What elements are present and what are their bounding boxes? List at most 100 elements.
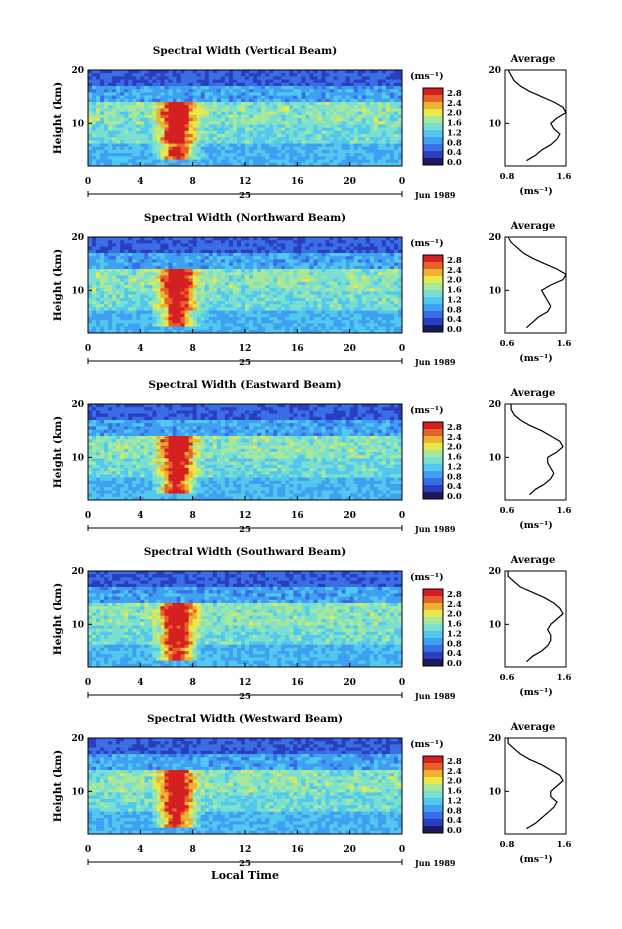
panel-title: Spectral Width (Southward Beam)	[144, 546, 346, 558]
colorbar-tick-label: 1.6	[447, 119, 462, 129]
colorbar-tick-label: 1.2	[447, 295, 462, 305]
x-tick-label: 0	[85, 845, 91, 855]
x-tick-label: 12	[239, 344, 252, 354]
day-label: 25	[239, 859, 251, 869]
colorbar-swatch	[423, 109, 443, 117]
colorbar-swatch	[423, 763, 443, 771]
colorbar-tick-label: 1.6	[447, 787, 462, 797]
colorbar-swatch	[423, 471, 443, 479]
colorbar-swatch	[423, 276, 443, 284]
y-axis-label: Height (km)	[52, 249, 64, 321]
colorbar-tick-label: 2.8	[447, 423, 462, 433]
average-frame	[504, 69, 567, 167]
x-tick-label: 8	[190, 511, 196, 521]
average-y-tick-label: 10	[488, 119, 501, 129]
average-y-tick-label: 10	[488, 620, 501, 630]
average-title: Average	[510, 221, 556, 232]
colorbar-swatch	[423, 610, 443, 618]
average-y-tick-label: 10	[488, 453, 501, 463]
colorbar-tick-label: 2.8	[447, 757, 462, 767]
colorbar-swatch	[423, 123, 443, 131]
colorbar-unit: (ms⁻¹)	[410, 405, 444, 416]
average-x-tick-label: 1.6	[557, 673, 572, 683]
average-y-tick-label: 20	[488, 734, 501, 744]
average-frame	[504, 570, 567, 668]
colorbar-swatch	[423, 450, 443, 458]
colorbar-frame	[422, 755, 444, 834]
x-axis-label-local-time: Local Time	[211, 869, 279, 882]
average-x-label: (ms⁻¹)	[519, 353, 553, 364]
colorbar-swatch	[423, 144, 443, 152]
date-label: Jun 1989	[414, 524, 456, 534]
colorbar-tick-label: 0.8	[447, 472, 462, 482]
x-tick-label: 16	[291, 845, 304, 855]
colorbar-unit: (ms⁻¹)	[410, 238, 444, 249]
average-x-label: (ms⁻¹)	[519, 520, 553, 531]
x-tick-label: 20	[343, 511, 356, 521]
colorbar-swatch	[423, 297, 443, 305]
colorbar-swatch	[423, 492, 443, 500]
colorbar-unit: (ms⁻¹)	[410, 739, 444, 750]
colorbar-swatch	[423, 436, 443, 444]
colorbar-swatch	[423, 422, 443, 430]
colorbar-swatch	[423, 95, 443, 103]
average-x-label: (ms⁻¹)	[519, 186, 553, 197]
colorbar-tick-label: 0.4	[447, 816, 462, 826]
colorbar-swatch	[423, 624, 443, 632]
x-tick-label: 0	[85, 344, 91, 354]
colorbar-tick-label: 0.4	[447, 649, 462, 659]
colorbar-tick-label: 0.0	[447, 158, 462, 168]
y-tick-label: 10	[71, 286, 84, 296]
colorbar-tick-label: 2.8	[447, 256, 462, 266]
x-tick-label: 0	[85, 511, 91, 521]
x-tick-label: 0	[85, 177, 91, 187]
colorbar-tick-label: 2.4	[447, 600, 462, 610]
average-frame	[504, 737, 567, 835]
colorbar-swatch	[423, 311, 443, 319]
colorbar-tick-label: 1.2	[447, 629, 462, 639]
heatmap	[88, 237, 402, 333]
colorbar-swatch	[423, 137, 443, 145]
y-tick-label: 10	[71, 620, 84, 630]
x-tick-label: 12	[239, 511, 252, 521]
x-tick-label: 4	[137, 344, 143, 354]
x-tick-label: 20	[343, 344, 356, 354]
colorbar-swatch	[423, 652, 443, 660]
average-x-tick-label: 0.6	[500, 339, 515, 349]
colorbar-swatch	[423, 617, 443, 625]
colorbar-tick-label: 0.4	[447, 482, 462, 492]
average-profile-line	[507, 738, 564, 830]
colorbar-swatch	[423, 777, 443, 785]
panel-title: Spectral Width (Vertical Beam)	[153, 45, 337, 57]
average-title: Average	[510, 555, 556, 566]
panel-4: Spectral Width (Southward Beam) Height (k…	[52, 546, 571, 702]
colorbar-tick-label: 0.8	[447, 639, 462, 649]
day-label: 25	[239, 358, 251, 368]
colorbar-swatch	[423, 478, 443, 486]
y-tick-label: 20	[71, 567, 84, 577]
colorbar-tick-label: 2.0	[447, 276, 462, 286]
x-tick-label: 16	[291, 177, 304, 187]
x-tick-label: 8	[190, 845, 196, 855]
day-label: 25	[239, 525, 251, 535]
colorbar-swatch	[423, 443, 443, 451]
colorbar-swatch	[423, 770, 443, 778]
heatmap	[88, 404, 402, 500]
y-tick-label: 20	[71, 233, 84, 243]
colorbar-frame	[422, 421, 444, 500]
colorbar-swatch	[423, 798, 443, 806]
panel-2: Spectral Width (Northward Beam) Height (k…	[52, 212, 571, 368]
average-x-label: (ms⁻¹)	[519, 687, 553, 698]
colorbar-swatch	[423, 262, 443, 270]
colorbar-tick-label: 1.2	[447, 462, 462, 472]
x-tick-label: 8	[190, 177, 196, 187]
colorbar-tick-label: 0.4	[447, 148, 462, 158]
average-title: Average	[510, 722, 556, 733]
y-axis-label: Height (km)	[52, 82, 64, 154]
x-tick-label: 20	[343, 177, 356, 187]
date-label: Jun 1989	[414, 858, 456, 868]
panel-title: Spectral Width (Westward Beam)	[147, 713, 343, 725]
colorbar-swatch	[423, 791, 443, 799]
y-tick-label: 20	[71, 400, 84, 410]
